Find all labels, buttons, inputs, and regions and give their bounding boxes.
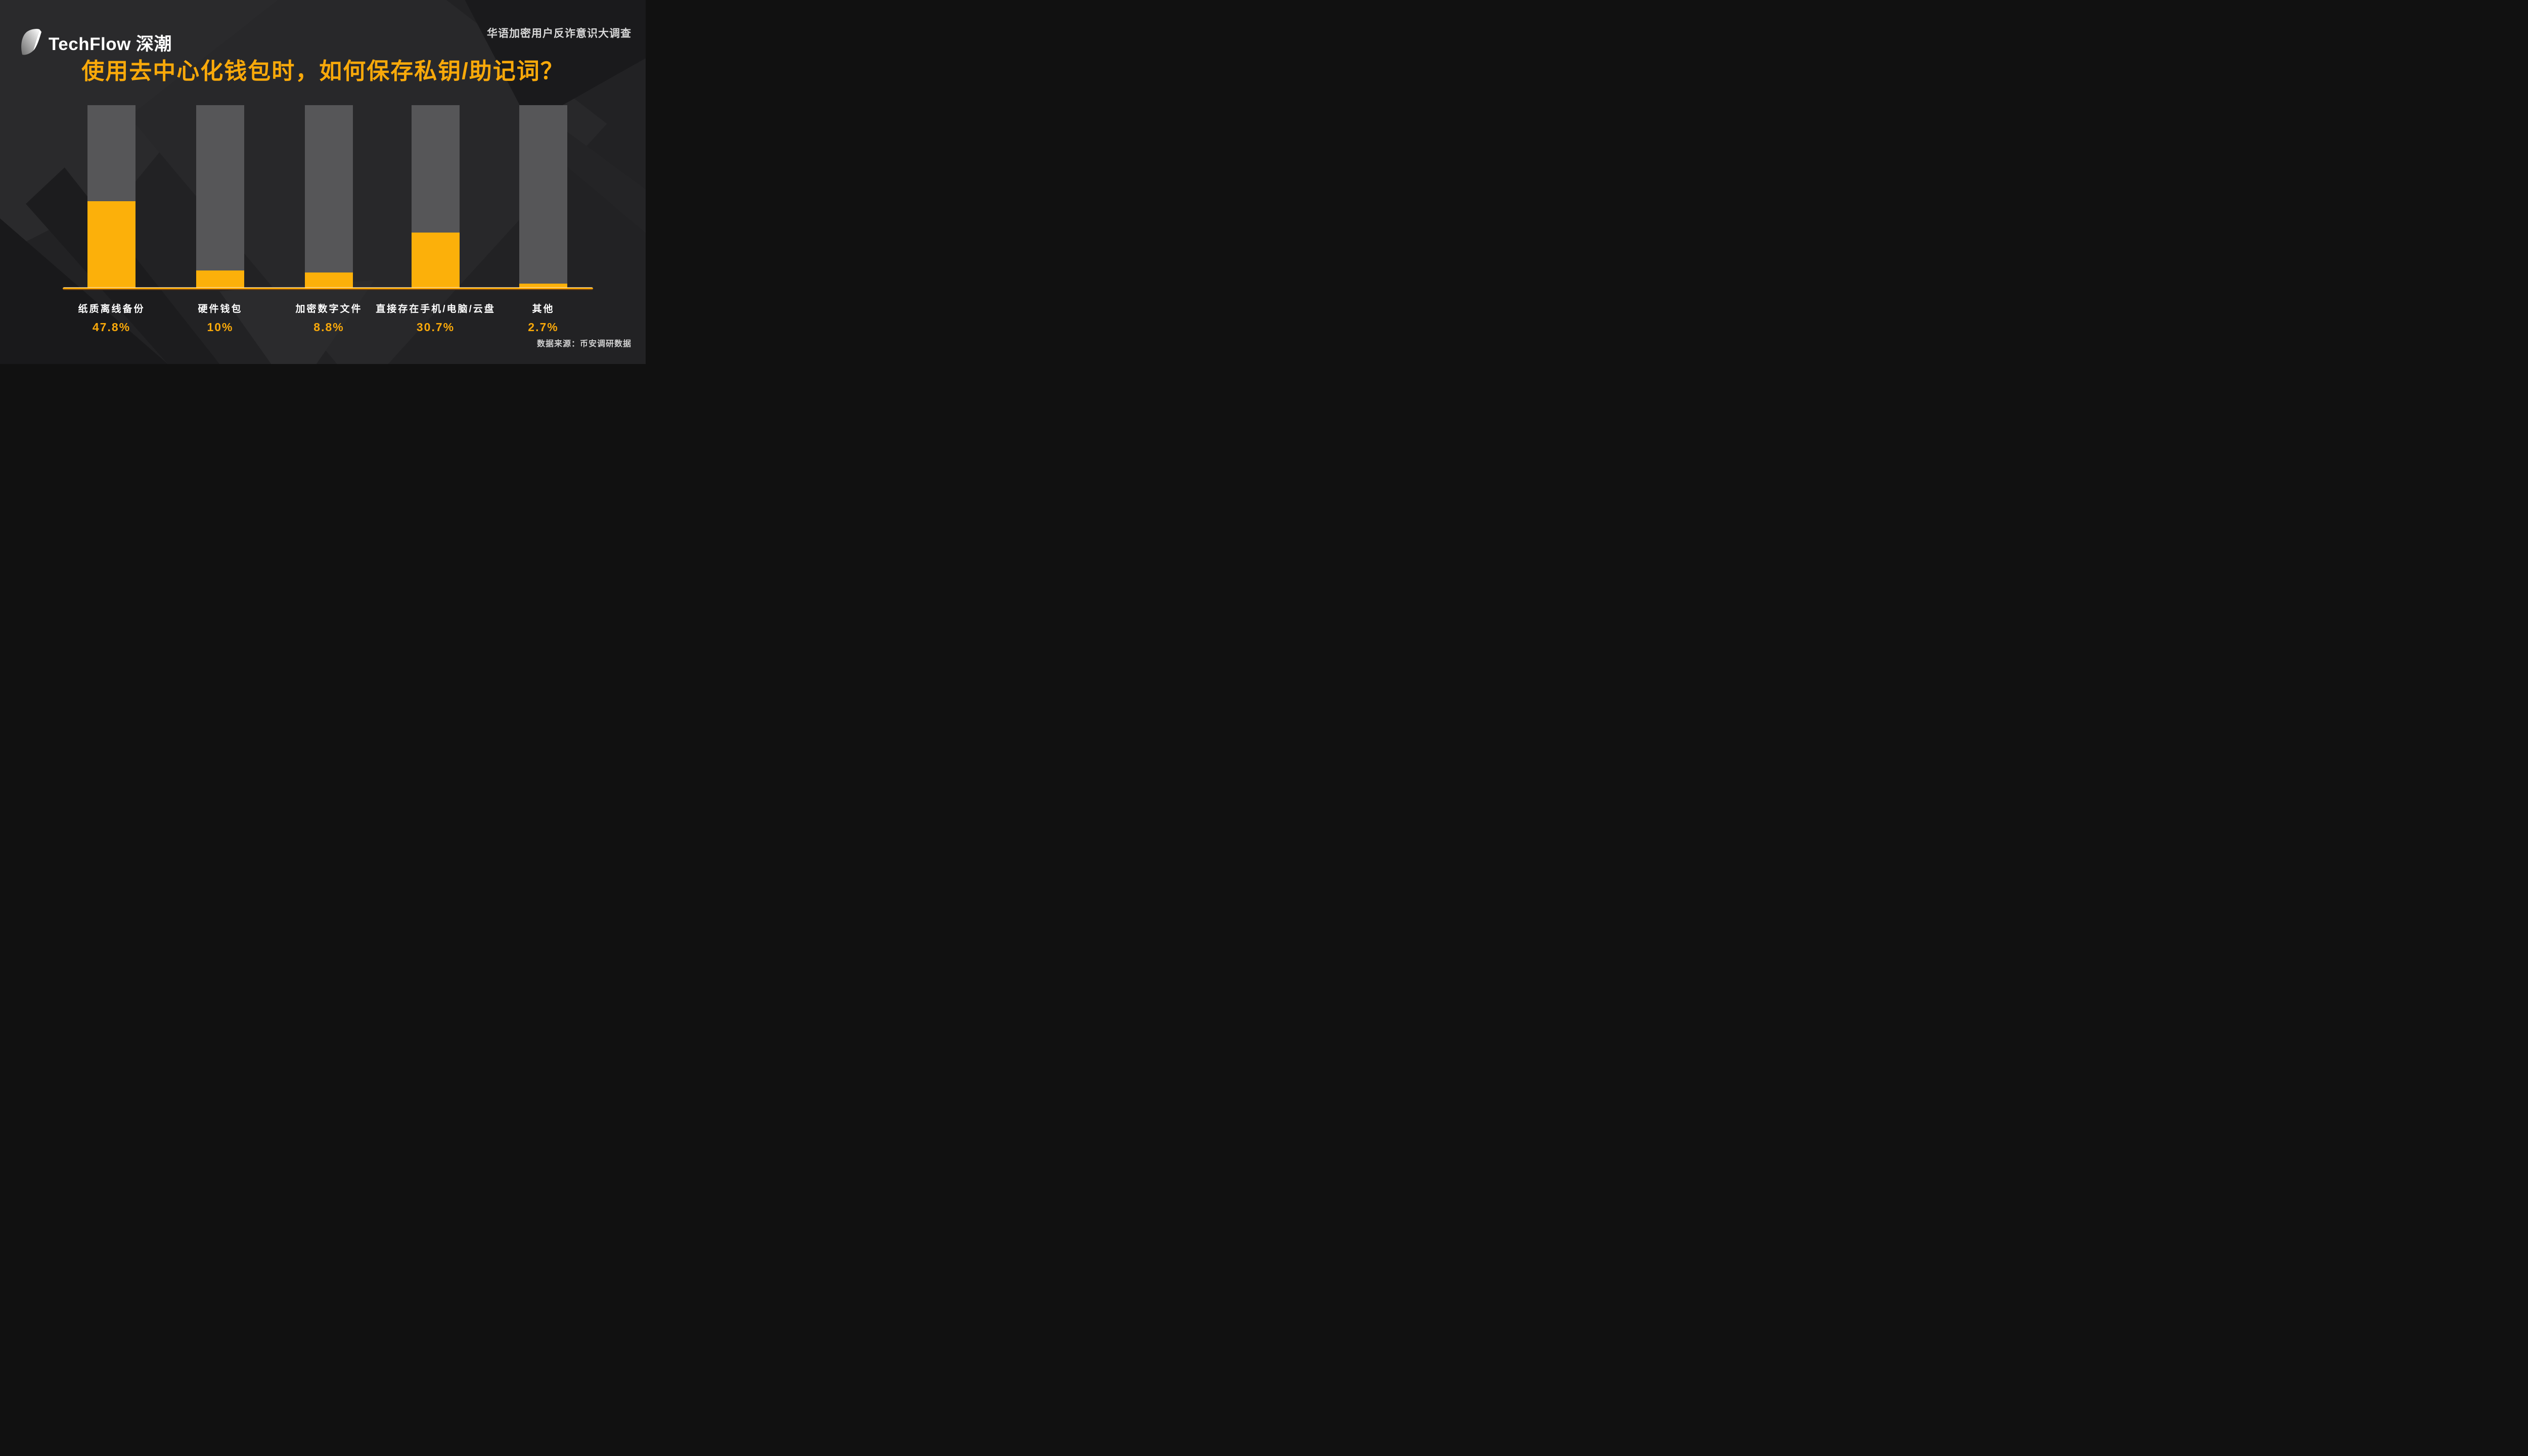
bar-column: 硬件钱包 10% [196, 105, 244, 348]
bar-fill [305, 272, 353, 289]
bar-value-label: 47.8% [92, 321, 131, 334]
chart-title: 使用去中心化钱包时，如何保存私钥/助记词？ [81, 58, 564, 84]
brand-logo-text: TechFlow 深潮 [49, 34, 172, 54]
brand-logo: TechFlow 深潮 [20, 28, 172, 57]
bar-track [87, 105, 136, 289]
data-source: 数据来源：币安调研数据 [536, 340, 631, 348]
bar-value-label: 10% [207, 321, 234, 334]
bar-column: 加密数字文件 8.8% [295, 105, 361, 348]
bar-track [519, 105, 567, 289]
bar-fill [412, 232, 460, 289]
x-axis-baseline [63, 287, 593, 290]
bar-fill [87, 201, 136, 289]
bar-category-label: 硬件钱包 [198, 304, 243, 314]
bar-column: 纸质离线备份 47.8% [78, 105, 144, 348]
bar-column: 直接存在手机/电脑/云盘 30.7% [376, 105, 494, 348]
bar-value-label: 8.8% [313, 321, 344, 334]
survey-name: 华语加密用户反诈意识大调查 [487, 28, 631, 39]
infographic-poster: TechFlow 深潮 华语加密用户反诈意识大调查 使用去中心化钱包时，如何保存… [0, 0, 646, 364]
bar-column: 其他 2.7% [519, 105, 567, 348]
bar-value-label: 30.7% [416, 321, 455, 334]
bar-category-label: 直接存在手机/电脑/云盘 [376, 304, 495, 314]
bar-chart: 纸质离线备份 47.8% 硬件钱包 10% 加密数字文件 8.8% 直接存在手机/电脑/云盘… [63, 105, 593, 348]
bar-category-label: 纸质离线备份 [78, 304, 145, 314]
bar-category-label: 其他 [532, 304, 555, 314]
bar-category-label: 加密数字文件 [295, 304, 363, 314]
bar-track [305, 105, 353, 289]
bar-track [412, 105, 460, 289]
bar-track [196, 105, 244, 289]
bar-value-label: 2.7% [528, 321, 559, 334]
bar-fill [196, 270, 244, 289]
bar-fill [519, 284, 567, 289]
techflow-leaf-icon [21, 29, 41, 55]
